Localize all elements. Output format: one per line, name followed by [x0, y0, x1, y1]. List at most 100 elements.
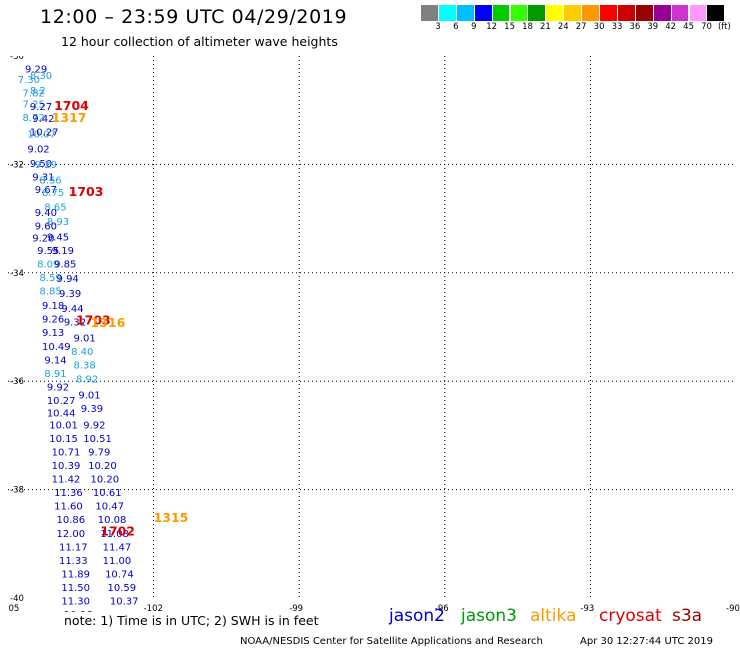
legend-swatch: [421, 5, 439, 21]
wave-height-value: 10.37: [110, 597, 139, 608]
wave-height-value: 7.25: [23, 99, 45, 110]
wave-height-value: 11.89: [61, 569, 90, 580]
wave-height-value: 7.82: [23, 89, 45, 100]
wave-height-value: 11.08: [100, 529, 129, 540]
legend-tick-label: 6: [453, 22, 459, 32]
wave-height-value: 10.47: [95, 502, 124, 513]
longitude-label: -90: [726, 604, 740, 612]
wave-height-value: 10.20: [88, 461, 117, 472]
longitude-label: -105: [8, 604, 19, 612]
wave-height-value: 9.01: [78, 391, 100, 402]
wave-height-value: 9.02: [27, 144, 49, 155]
legend-tick-label: 33: [611, 22, 623, 32]
wave-height-value: 10.74: [105, 569, 134, 580]
legend-tick-label: 18: [522, 22, 533, 32]
wave-height-value: 9.31: [32, 173, 54, 184]
wave-height-value: 10.51: [83, 434, 112, 445]
legend-tick-label: 15: [504, 22, 515, 32]
wave-height-value: 8.30: [30, 71, 52, 82]
note-text: note: 1) Time is in UTC; 2) SWH is in fe…: [64, 613, 319, 628]
legend-swatch: [600, 5, 618, 21]
wave-height-value: 9.14: [44, 355, 66, 366]
wave-height-value: 9.45: [47, 232, 69, 243]
wave-height-value: 8.75: [42, 188, 64, 199]
generated-timestamp: Apr 30 12:27:44 UTC 2019: [580, 636, 713, 647]
wave-height-value: 11.50: [61, 583, 90, 594]
legend-swatch: [510, 5, 529, 21]
legend-tick-label: 36: [629, 22, 641, 32]
legend-tick-label: 21: [539, 22, 551, 32]
pass-time-label: 1315: [154, 510, 189, 525]
credit-text: NOAA/NESDIS Center for Satellite Applica…: [240, 636, 543, 647]
wave-height-value: 10.15: [49, 434, 78, 445]
wave-height-observations: 9.297.308.307.828.27.259.278.729.4210.07…: [18, 64, 139, 612]
wave-height-value: 10.61: [93, 488, 122, 499]
wave-height-value: 8.72: [23, 113, 45, 124]
satellite-legend-jason2: jason2: [389, 606, 445, 626]
wave-height-value: 8.85: [40, 286, 62, 297]
legend-swatch: [456, 5, 475, 21]
legend-tick-label: 27: [575, 22, 587, 32]
wave-height-value: 8.09: [37, 259, 59, 270]
pass-time-label: 1316: [91, 315, 126, 330]
wave-height-value: 10.01: [49, 420, 78, 431]
latitude-label: -36: [10, 377, 24, 387]
satellite-legend-cryosat: cryosat: [599, 606, 662, 626]
pass-time-label: 1703: [69, 184, 104, 199]
wave-height-value: 10.49: [42, 342, 71, 353]
wave-height-value: 9.94: [57, 274, 79, 285]
longitude-label: -99: [289, 604, 303, 612]
legend-tick-label: 39: [647, 22, 659, 32]
wave-height-value: 7.30: [18, 75, 40, 86]
wave-height-value: 8.93: [47, 217, 69, 228]
wave-height-value: 10.20: [91, 475, 120, 486]
wave-height-value: 10.27: [47, 396, 76, 407]
wave-height-value: 10.96: [64, 610, 93, 612]
legend-tick-label: 30: [593, 22, 605, 32]
legend-tick-label: 9: [471, 22, 477, 32]
wave-height-value: 11.42: [52, 475, 81, 486]
legend-swatch: [564, 5, 583, 21]
wave-height-value: 9.26: [42, 315, 64, 326]
longitude-label: -93: [580, 604, 594, 612]
wave-height-value: 9.01: [74, 334, 96, 345]
map-gridlines: [8, 56, 736, 598]
wave-height-value: 8.38: [74, 361, 96, 372]
legend-swatch: [635, 5, 654, 21]
pass-time-label: 1703: [76, 312, 111, 327]
wave-height-value: 9.85: [54, 259, 76, 270]
wave-height-value: 9.44: [61, 304, 83, 315]
wave-height-value: 8.65: [44, 202, 66, 213]
wave-height-value: 9.32: [64, 317, 86, 328]
wave-height-value: 8.59: [40, 273, 62, 284]
wave-height-value: 11.60: [54, 502, 83, 513]
wave-height-value: 11.17: [59, 542, 88, 553]
map-axis-labels: -30 -32 -34 -36 -38 -40-105 -102 -99 -96 -93 -90: [8, 56, 740, 612]
wave-height-value: 9.60: [35, 221, 57, 232]
satellite-legend-jason3: jason3: [461, 606, 517, 626]
legend-tick-label: 3: [435, 22, 441, 32]
latitude-label: -40: [10, 594, 24, 604]
wave-height-value: 8.92: [76, 374, 98, 385]
wave-height-value: 9.40: [35, 208, 57, 219]
wave-height-value: 9.67: [35, 185, 57, 196]
wave-height-value: 9.27: [30, 102, 52, 113]
satellite-legend-s3a: s3a: [672, 606, 703, 626]
legend-swatch: [528, 5, 547, 21]
wave-height-value: 12.00: [57, 529, 86, 540]
longitude-label: -102: [144, 604, 163, 612]
latitude-label: -38: [10, 486, 24, 496]
wave-height-value: 9.39: [81, 404, 103, 415]
wave-height-value: 10.44: [47, 408, 76, 419]
satellite-legend-altika: altika: [530, 606, 577, 626]
legend-tick-label: 12: [486, 22, 498, 32]
wave-height-value: 9.18: [42, 301, 64, 312]
wave-height-value: 10.07: [27, 129, 56, 140]
wave-height-value: 8.91: [44, 369, 66, 380]
wave-height-value: 8.2: [30, 86, 46, 97]
wave-height-value: 10.27: [30, 128, 59, 139]
legend-tick-label: (ft): [717, 22, 731, 32]
wave-height-value: 9.55: [37, 246, 59, 257]
wave-height-value: 11.30: [61, 597, 90, 608]
legend-swatch: [492, 5, 511, 21]
